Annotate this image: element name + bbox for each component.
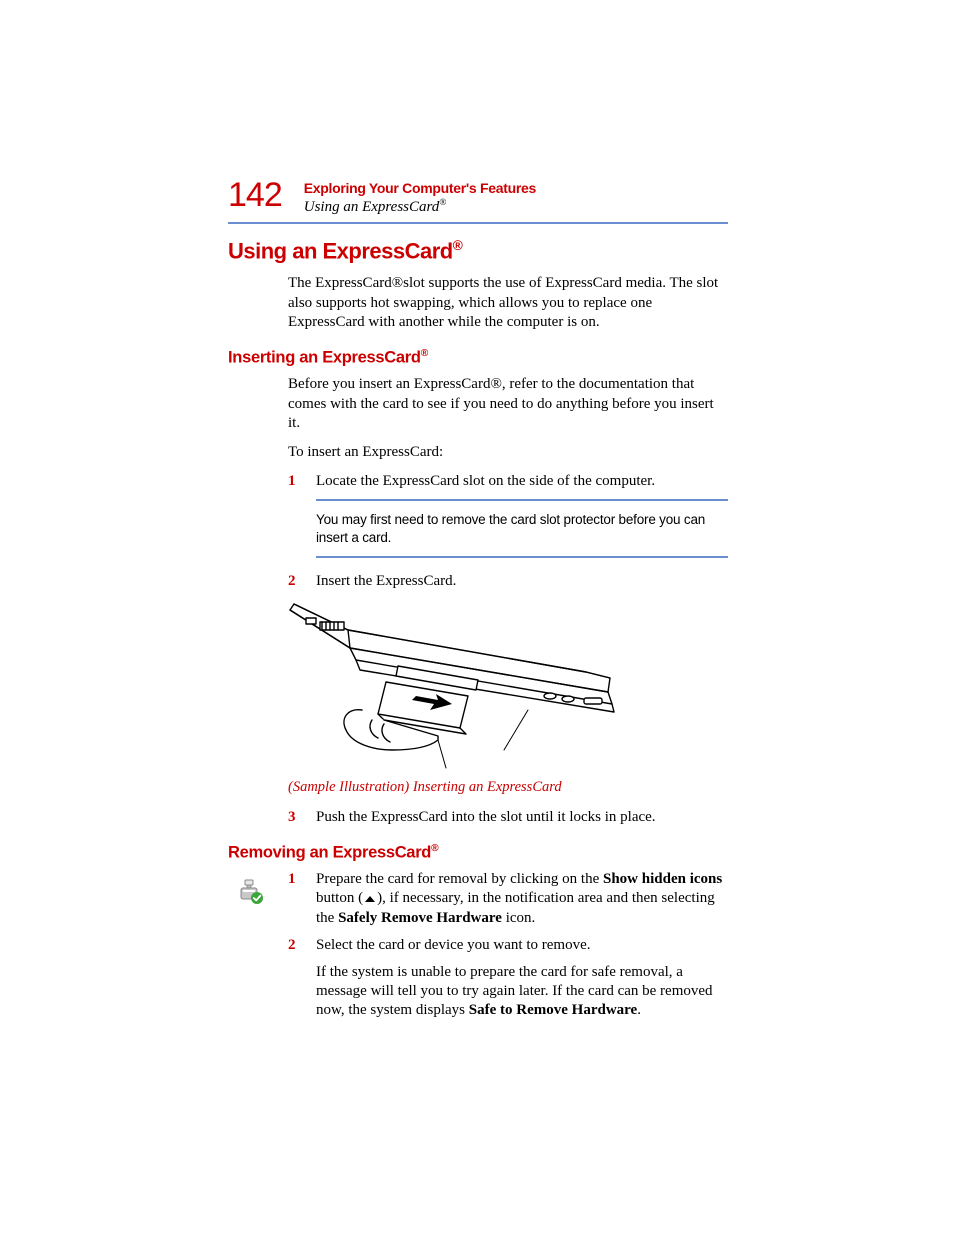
main-heading: Using an ExpressCard® xyxy=(228,238,728,264)
step-number: 2 xyxy=(288,936,316,955)
step-text: Select the card or device you want to re… xyxy=(316,936,728,955)
illustration-caption: (Sample Illustration) Inserting an Expre… xyxy=(288,779,728,796)
step-text: Insert the ExpressCard. xyxy=(316,572,728,591)
inserting-heading: Inserting an ExpressCard® xyxy=(228,348,728,368)
step-text: If the system is unable to prepare the c… xyxy=(316,963,728,1021)
removing-heading: Removing an ExpressCard® xyxy=(228,843,728,863)
chapter-title: Exploring Your Computer's Features xyxy=(304,180,536,196)
inserting-step-3: 3 Push the ExpressCard into the slot unt… xyxy=(288,808,728,827)
expresscard-illustration xyxy=(288,600,728,775)
page-number: 142 xyxy=(228,178,282,212)
step-number: 1 xyxy=(288,870,316,928)
show-hidden-triangle-icon xyxy=(364,894,376,904)
step-text: Locate the ExpressCard slot on the side … xyxy=(316,472,728,491)
step-number: 3 xyxy=(288,808,316,827)
note-text: You may first need to remove the card sl… xyxy=(316,511,728,546)
step-number: 1 xyxy=(288,472,316,491)
intro-paragraph: The ExpressCard®slot supports the use of… xyxy=(288,274,728,332)
removing-p3: If the system is unable to prepare the c… xyxy=(288,963,728,1021)
inserting-step-2: 2 Insert the ExpressCard. xyxy=(288,572,728,591)
safely-remove-hardware-icon xyxy=(239,879,265,910)
step-text: Prepare the card for removal by clicking… xyxy=(316,870,728,928)
step-text: Push the ExpressCard into the slot until… xyxy=(316,808,728,827)
note-box: You may first need to remove the card sl… xyxy=(316,499,728,558)
inserting-p2: To insert an ExpressCard: xyxy=(288,443,728,462)
step-number: 2 xyxy=(288,572,316,591)
removing-step-1: 1 Prepare the card for removal by clicki… xyxy=(288,870,728,928)
page-header: 142 Exploring Your Computer's Features U… xyxy=(228,178,728,216)
header-rule xyxy=(228,222,728,224)
inserting-step-1: 1 Locate the ExpressCard slot on the sid… xyxy=(288,472,728,491)
removing-step-2: 2 Select the card or device you want to … xyxy=(288,936,728,955)
inserting-p1: Before you insert an ExpressCard®, refer… xyxy=(288,375,728,433)
header-section-title: Using an ExpressCard® xyxy=(304,198,536,216)
